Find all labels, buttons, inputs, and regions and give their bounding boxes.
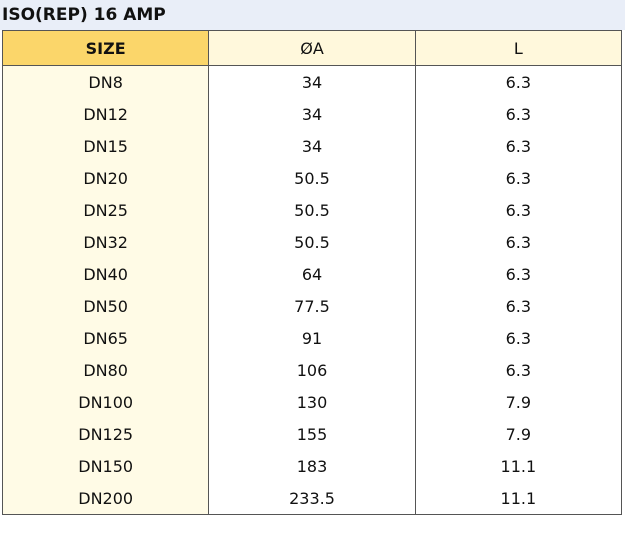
table-cell: DN65: [1, 322, 210, 354]
table-cell: 77.5: [208, 290, 416, 322]
table-row: DN200 233.5 11.1: [1, 482, 623, 515]
table-cell: DN15: [1, 130, 210, 162]
table-row: DN20 50.5 6.3: [1, 162, 623, 194]
table-row: DN32 50.5 6.3: [1, 226, 623, 258]
table-cell: 6.3: [414, 290, 623, 322]
table-cell: 6.3: [414, 322, 623, 354]
table-row: DN15 34 6.3: [1, 130, 623, 162]
column-header: L: [414, 30, 623, 66]
table-cell: 183: [208, 450, 416, 482]
table-row: DN40 64 6.3: [1, 258, 623, 290]
table-cell: 50.5: [208, 162, 416, 194]
table-cell: DN100: [1, 386, 210, 418]
table-cell: DN32: [1, 226, 210, 258]
table-cell: DN12: [1, 98, 210, 130]
table-cell: DN50: [1, 290, 210, 322]
table-cell: 155: [208, 418, 416, 450]
title-bar: ISO(REP) 16 AMP: [0, 0, 625, 30]
table-row: DN50 77.5 6.3: [1, 290, 623, 322]
table-cell: 11.1: [414, 450, 623, 482]
table-row: DN80 106 6.3: [1, 354, 623, 386]
table-cell: DN125: [1, 418, 210, 450]
table-cell: 6.3: [414, 130, 623, 162]
column-header: ØA: [208, 30, 416, 66]
table-row: DN100 130 7.9: [1, 386, 623, 418]
table-cell: DN200: [1, 482, 210, 515]
table-cell: 6.3: [414, 162, 623, 194]
table-cell: DN20: [1, 162, 210, 194]
table-cell: 7.9: [414, 418, 623, 450]
table-cell: 7.9: [414, 386, 623, 418]
table-cell: 50.5: [208, 226, 416, 258]
table-cell: DN8: [1, 65, 210, 98]
table-row: DN150 183 11.1: [1, 450, 623, 482]
table-cell: 91: [208, 322, 416, 354]
table-cell: 6.3: [414, 226, 623, 258]
size-table: SIZE ØA L DN8 34 6.3 DN12 34 6.3 DN15 34 6.3 DN20 50…: [1, 30, 623, 515]
header-row: SIZE ØA L: [1, 30, 623, 66]
table-cell: DN80: [1, 354, 210, 386]
table-row: DN25 50.5 6.3: [1, 194, 623, 226]
table-cell: 34: [208, 98, 416, 130]
table-cell: 6.3: [414, 194, 623, 226]
table-cell: 106: [208, 354, 416, 386]
column-header: SIZE: [1, 30, 210, 66]
table-cell: 6.3: [414, 258, 623, 290]
table-cell: 11.1: [414, 482, 623, 515]
table-cell: 64: [208, 258, 416, 290]
table-cell: 6.3: [414, 65, 623, 98]
table-cell: 34: [208, 65, 416, 98]
table-cell: 6.3: [414, 354, 623, 386]
table-cell: 6.3: [414, 98, 623, 130]
table-body: DN8 34 6.3 DN12 34 6.3 DN15 34 6.3 DN20 50.5 6.3 DN2…: [1, 65, 623, 515]
table-cell: 50.5: [208, 194, 416, 226]
table-cell: DN25: [1, 194, 210, 226]
table-row: DN8 34 6.3: [1, 65, 623, 98]
table-cell: 130: [208, 386, 416, 418]
table-row: DN65 91 6.3: [1, 322, 623, 354]
table-cell: 233.5: [208, 482, 416, 515]
table-row: DN12 34 6.3: [1, 98, 623, 130]
table-cell: DN150: [1, 450, 210, 482]
table-cell: DN40: [1, 258, 210, 290]
table-cell: 34: [208, 130, 416, 162]
table-row: DN125 155 7.9: [1, 418, 623, 450]
